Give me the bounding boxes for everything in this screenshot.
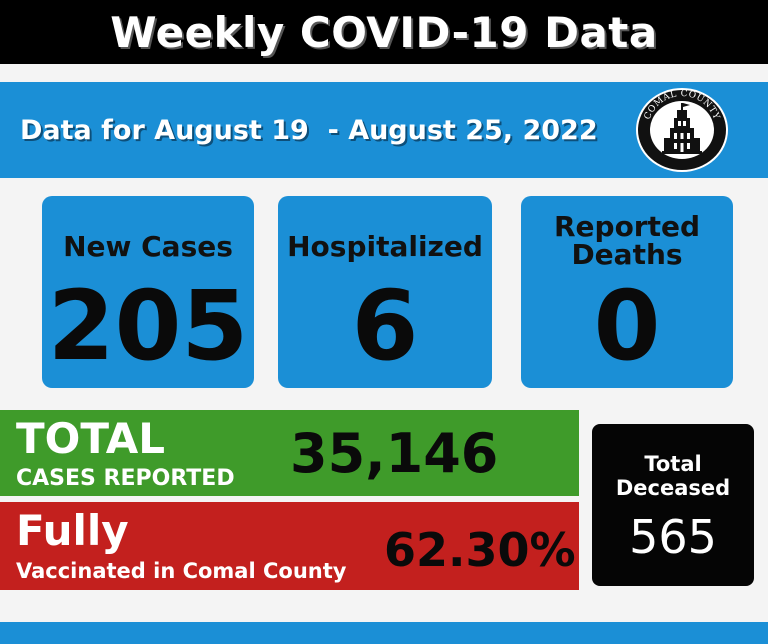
page-title: Weekly COVID-19 Data: [110, 7, 658, 57]
hospitalized-label: Hospitalized: [287, 230, 483, 263]
new-cases-card: New Cases 205: [42, 196, 254, 388]
total-deceased-label-line1: Total: [644, 452, 702, 476]
reported-deaths-value: 0: [593, 270, 661, 382]
total-cases-value: 35,146: [290, 422, 499, 485]
total-deceased-value: 565: [629, 510, 717, 564]
new-cases-value: 205: [47, 270, 249, 382]
page-header: Weekly COVID-19 Data: [0, 0, 768, 64]
hospitalized-value: 6: [351, 270, 419, 382]
reported-deaths-label-line1: Reported: [553, 210, 701, 243]
vaccinated-value: 62.30%: [384, 523, 576, 577]
date-range-text: Data for August 19 - August 25, 2022: [20, 114, 598, 146]
reported-deaths-card: Reported Deaths 0: [521, 196, 733, 388]
total-deceased-label-line2: Deceased: [615, 476, 731, 500]
new-cases-label: New Cases: [63, 230, 233, 263]
comal-county-seal-icon: COMAL COUNTY TEXAS: [636, 88, 728, 172]
total-cases-subtitle: CASES REPORTED: [16, 466, 235, 491]
hospitalized-card: Hospitalized 6: [278, 196, 492, 388]
reported-deaths-label-line2: Deaths: [571, 238, 683, 271]
footer-bar: [0, 622, 768, 644]
total-cases-row: TOTAL CASES REPORTED 35,146: [0, 410, 579, 496]
vaccinated-row: Fully Vaccinated in Comal County 62.30%: [0, 502, 579, 590]
total-cases-title: TOTAL: [16, 414, 166, 463]
total-deceased-card: Total Deceased 565: [592, 424, 754, 586]
vaccinated-subtitle: Vaccinated in Comal County: [16, 559, 347, 583]
vaccinated-title: Fully: [16, 506, 129, 555]
